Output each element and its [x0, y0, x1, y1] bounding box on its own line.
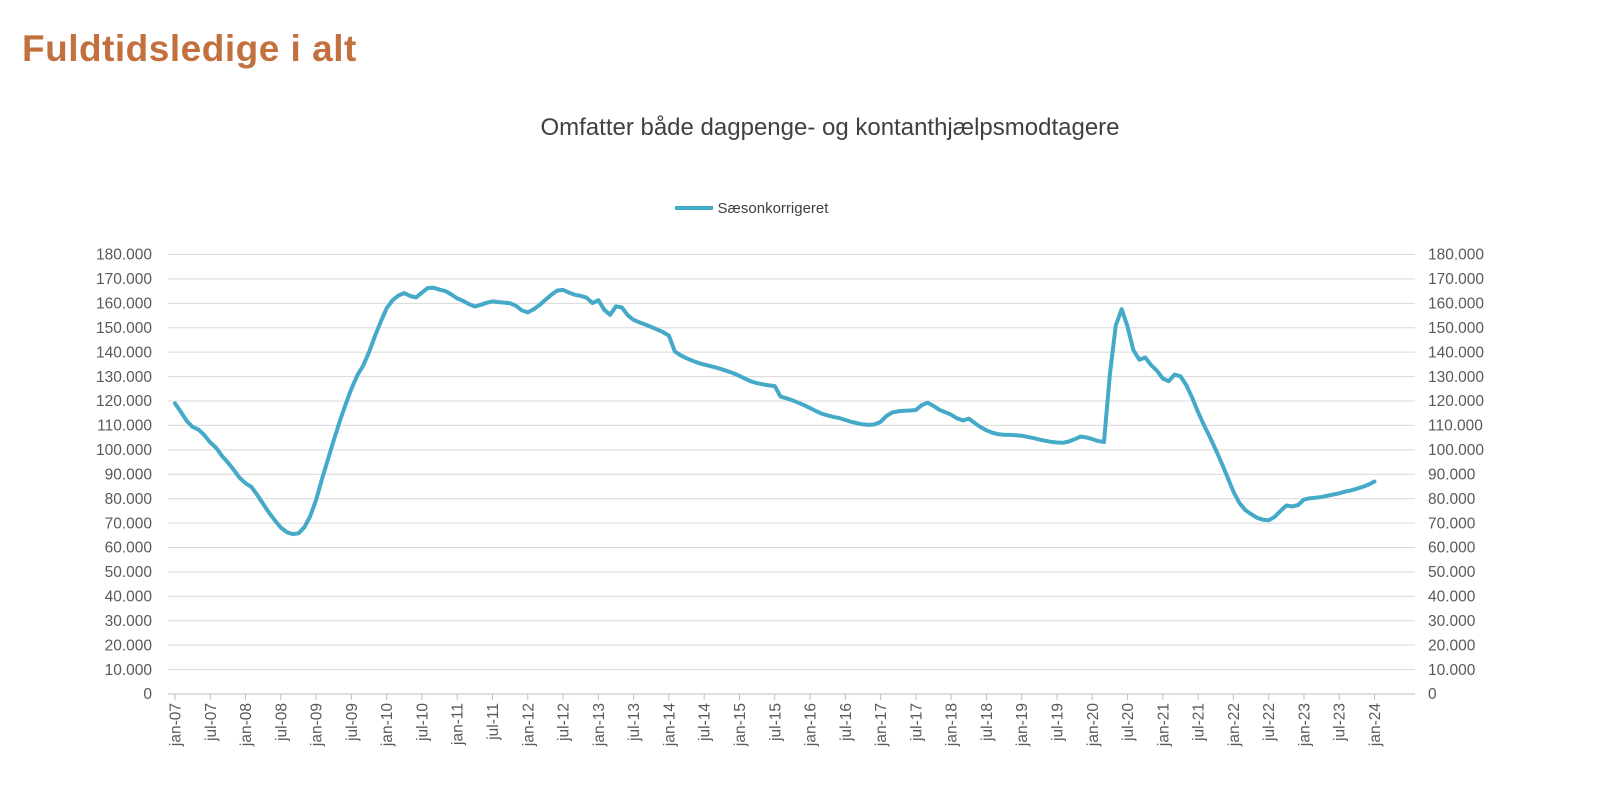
y-axis-label-right: 50.000: [1428, 564, 1476, 581]
x-axis-label: jul-09: [344, 703, 361, 742]
x-axis-label: jan-22: [1226, 703, 1243, 747]
x-axis-label: jul-14: [697, 703, 714, 742]
x-axis-label: jul-08: [273, 703, 290, 742]
y-axis-label-right: 70.000: [1428, 515, 1476, 532]
y-axis-label-left: 110.000: [97, 418, 152, 435]
y-axis-label-right: 20.000: [1428, 637, 1476, 654]
y-axis-label-left: 90.000: [105, 466, 153, 483]
x-axis-label: jan-16: [803, 703, 820, 747]
y-axis-label-left: 40.000: [105, 589, 153, 606]
y-axis-label-right: 100.000: [1428, 442, 1484, 459]
x-axis-label: jan-18: [944, 703, 961, 747]
x-axis-label: jan-13: [591, 703, 608, 747]
y-axis-label-right: 0: [1428, 686, 1437, 703]
x-axis-label: jan-15: [732, 703, 749, 747]
x-axis-label: jul-18: [979, 703, 996, 742]
x-axis-label: jan-11: [450, 703, 467, 746]
legend-item-saesonkorrigeret[interactable]: Sæsonkorrigeret: [717, 199, 829, 217]
x-axis-label: jul-21: [1191, 703, 1208, 742]
y-axis-label-left: 180.000: [96, 247, 152, 264]
y-axis-label-right: 140.000: [1428, 344, 1484, 361]
x-axis-label: jan-07: [168, 703, 185, 747]
y-axis-label-right: 130.000: [1428, 369, 1484, 386]
y-axis-label-left: 10.000: [105, 662, 153, 679]
y-axis-label-left: 30.000: [105, 613, 153, 630]
x-axis-label: jan-17: [873, 703, 890, 747]
x-axis-label: jan-21: [1155, 703, 1172, 747]
y-axis-label-right: 120.000: [1428, 393, 1484, 410]
x-axis-label: jul-23: [1332, 703, 1349, 742]
x-axis-label: jan-10: [379, 703, 396, 747]
y-axis-label-left: 140.000: [96, 344, 152, 361]
legend-line-swatch: [674, 206, 713, 210]
y-axis-label-left: 50.000: [105, 564, 153, 581]
y-axis-label-left: 170.000: [96, 271, 152, 288]
y-axis-label-right: 30.000: [1428, 613, 1476, 630]
x-axis-label: jan-23: [1296, 703, 1313, 747]
y-axis-label-left: 100.000: [96, 442, 152, 459]
y-axis-label-left: 160.000: [96, 296, 152, 313]
y-axis-label-right: 170.000: [1428, 271, 1484, 288]
page-title: Fuldtidsledige i alt: [22, 28, 357, 69]
y-axis-label-right: 150.000: [1428, 320, 1484, 337]
x-axis-label: jan-12: [520, 703, 537, 747]
chart-legend: Sæsonkorrigeret: [128, 197, 1375, 219]
chart-subtitle: Omfatter både dagpenge- og kontanthjælps…: [540, 114, 1120, 141]
y-axis-label-right: 10.000: [1428, 662, 1476, 679]
x-axis-label: jan-19: [1014, 703, 1031, 747]
x-axis-label: jul-20: [1120, 703, 1137, 742]
x-axis-label: jan-24: [1367, 703, 1384, 747]
x-axis-label: jul-17: [908, 703, 925, 742]
x-axis-label: jul-19: [1049, 703, 1066, 742]
x-axis-label: jul-07: [203, 703, 220, 742]
x-axis-label: jan-08: [238, 703, 255, 747]
y-axis-label-left: 150.000: [96, 320, 152, 337]
y-axis-label-right: 40.000: [1428, 589, 1476, 606]
y-axis-label-right: 110.000: [1428, 418, 1483, 435]
x-axis-label: jul-11: [485, 703, 502, 741]
y-axis-label-right: 90.000: [1428, 466, 1476, 483]
x-axis-label: jul-13: [626, 703, 643, 742]
y-axis-label-left: 120.000: [96, 393, 152, 410]
y-axis-label-left: 130.000: [96, 369, 152, 386]
x-axis-label: jan-20: [1085, 703, 1102, 747]
x-axis-label: jan-09: [309, 703, 326, 747]
x-axis-label: jul-10: [414, 703, 431, 742]
y-axis-label-left: 80.000: [105, 491, 153, 508]
x-axis-label: jul-22: [1261, 703, 1278, 742]
x-axis-label: jul-15: [767, 703, 784, 742]
y-axis-label-left: 70.000: [105, 515, 153, 532]
y-axis-label-right: 80.000: [1428, 491, 1476, 508]
x-axis-label: jan-14: [661, 703, 678, 747]
y-axis-label-left: 60.000: [105, 540, 153, 557]
x-axis-label: jul-16: [838, 703, 855, 742]
y-axis-label-left: 0: [143, 686, 152, 703]
series-line-saesonkorrigeret: [173, 285, 1377, 537]
y-axis-label-left: 20.000: [105, 637, 153, 654]
y-axis-label-right: 160.000: [1428, 296, 1484, 313]
y-axis-label-right: 60.000: [1428, 540, 1476, 557]
y-axis-label-right: 180.000: [1428, 247, 1484, 264]
x-axis-label: jul-12: [556, 703, 573, 742]
